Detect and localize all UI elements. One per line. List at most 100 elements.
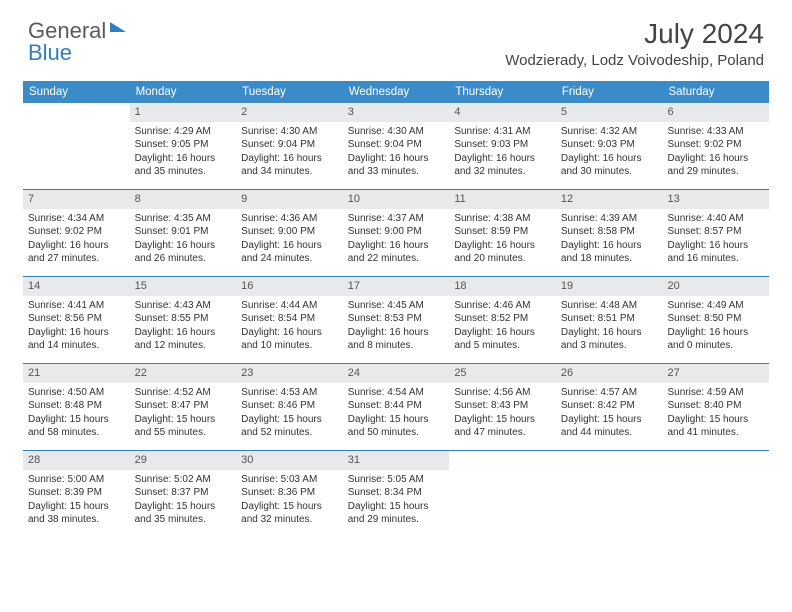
day-number: 4 bbox=[449, 103, 556, 122]
daylight-line: Daylight: 16 hours and 30 minutes. bbox=[561, 152, 658, 179]
cell-body: Sunrise: 4:52 AMSunset: 8:47 PMDaylight:… bbox=[130, 383, 237, 445]
sunset-line: Sunset: 9:05 PM bbox=[135, 138, 232, 152]
calendar-cell: 12Sunrise: 4:39 AMSunset: 8:58 PMDayligh… bbox=[556, 190, 663, 276]
sunset-line: Sunset: 8:37 PM bbox=[135, 486, 232, 500]
calendar-cell: 9Sunrise: 4:36 AMSunset: 9:00 PMDaylight… bbox=[236, 190, 343, 276]
sunset-line: Sunset: 8:55 PM bbox=[135, 312, 232, 326]
sunset-line: Sunset: 9:02 PM bbox=[667, 138, 764, 152]
daylight-line: Daylight: 16 hours and 0 minutes. bbox=[667, 326, 764, 353]
daylight-line: Daylight: 15 hours and 50 minutes. bbox=[348, 413, 445, 440]
week-row: 1Sunrise: 4:29 AMSunset: 9:05 PMDaylight… bbox=[23, 103, 769, 189]
cell-body: Sunrise: 4:43 AMSunset: 8:55 PMDaylight:… bbox=[130, 296, 237, 358]
cell-body: Sunrise: 4:48 AMSunset: 8:51 PMDaylight:… bbox=[556, 296, 663, 358]
cell-body: Sunrise: 4:49 AMSunset: 8:50 PMDaylight:… bbox=[662, 296, 769, 358]
day-number: 8 bbox=[130, 190, 237, 209]
sunrise-line: Sunrise: 4:46 AM bbox=[454, 299, 551, 313]
cell-body: Sunrise: 4:38 AMSunset: 8:59 PMDaylight:… bbox=[449, 209, 556, 271]
sunrise-line: Sunrise: 5:00 AM bbox=[28, 473, 125, 487]
calendar-cell: 2Sunrise: 4:30 AMSunset: 9:04 PMDaylight… bbox=[236, 103, 343, 189]
day-header: Monday bbox=[130, 81, 237, 103]
day-number: 13 bbox=[662, 190, 769, 209]
daylight-line: Daylight: 15 hours and 41 minutes. bbox=[667, 413, 764, 440]
daylight-line: Daylight: 16 hours and 12 minutes. bbox=[135, 326, 232, 353]
calendar-cell: 21Sunrise: 4:50 AMSunset: 8:48 PMDayligh… bbox=[23, 364, 130, 450]
sunrise-line: Sunrise: 4:48 AM bbox=[561, 299, 658, 313]
sunrise-line: Sunrise: 4:34 AM bbox=[28, 212, 125, 226]
daylight-line: Daylight: 16 hours and 18 minutes. bbox=[561, 239, 658, 266]
calendar-cell: 28Sunrise: 5:00 AMSunset: 8:39 PMDayligh… bbox=[23, 451, 130, 537]
day-header: Tuesday bbox=[236, 81, 343, 103]
sunrise-line: Sunrise: 5:02 AM bbox=[135, 473, 232, 487]
sunrise-line: Sunrise: 4:43 AM bbox=[135, 299, 232, 313]
sunrise-line: Sunrise: 5:05 AM bbox=[348, 473, 445, 487]
daylight-line: Daylight: 15 hours and 35 minutes. bbox=[135, 500, 232, 527]
sunrise-line: Sunrise: 4:49 AM bbox=[667, 299, 764, 313]
calendar-cell: 11Sunrise: 4:38 AMSunset: 8:59 PMDayligh… bbox=[449, 190, 556, 276]
day-number: 9 bbox=[236, 190, 343, 209]
day-number: 23 bbox=[236, 364, 343, 383]
calendar-cell: 19Sunrise: 4:48 AMSunset: 8:51 PMDayligh… bbox=[556, 277, 663, 363]
sunset-line: Sunset: 9:00 PM bbox=[241, 225, 338, 239]
daylight-line: Daylight: 15 hours and 47 minutes. bbox=[454, 413, 551, 440]
sunset-line: Sunset: 9:04 PM bbox=[348, 138, 445, 152]
cell-body: Sunrise: 5:00 AMSunset: 8:39 PMDaylight:… bbox=[23, 470, 130, 532]
cell-body: Sunrise: 4:45 AMSunset: 8:53 PMDaylight:… bbox=[343, 296, 450, 358]
sunrise-line: Sunrise: 4:50 AM bbox=[28, 386, 125, 400]
day-number: 30 bbox=[236, 451, 343, 470]
location-text: Wodzierady, Lodz Voivodeship, Poland bbox=[505, 52, 764, 69]
sunset-line: Sunset: 8:51 PM bbox=[561, 312, 658, 326]
sunrise-line: Sunrise: 4:44 AM bbox=[241, 299, 338, 313]
sunset-line: Sunset: 8:36 PM bbox=[241, 486, 338, 500]
cell-body: Sunrise: 4:35 AMSunset: 9:01 PMDaylight:… bbox=[130, 209, 237, 271]
day-headers-row: SundayMondayTuesdayWednesdayThursdayFrid… bbox=[23, 81, 769, 103]
daylight-line: Daylight: 16 hours and 32 minutes. bbox=[454, 152, 551, 179]
calendar-cell: 25Sunrise: 4:56 AMSunset: 8:43 PMDayligh… bbox=[449, 364, 556, 450]
day-number: 11 bbox=[449, 190, 556, 209]
daylight-line: Daylight: 15 hours and 58 minutes. bbox=[28, 413, 125, 440]
week-row: 28Sunrise: 5:00 AMSunset: 8:39 PMDayligh… bbox=[23, 450, 769, 537]
day-number: 21 bbox=[23, 364, 130, 383]
calendar-cell: 1Sunrise: 4:29 AMSunset: 9:05 PMDaylight… bbox=[130, 103, 237, 189]
sunrise-line: Sunrise: 4:31 AM bbox=[454, 125, 551, 139]
sunset-line: Sunset: 8:42 PM bbox=[561, 399, 658, 413]
day-number: 29 bbox=[130, 451, 237, 470]
daylight-line: Daylight: 16 hours and 26 minutes. bbox=[135, 239, 232, 266]
calendar-cell: 16Sunrise: 4:44 AMSunset: 8:54 PMDayligh… bbox=[236, 277, 343, 363]
daylight-line: Daylight: 15 hours and 38 minutes. bbox=[28, 500, 125, 527]
sunset-line: Sunset: 9:02 PM bbox=[28, 225, 125, 239]
cell-body: Sunrise: 4:50 AMSunset: 8:48 PMDaylight:… bbox=[23, 383, 130, 445]
sunset-line: Sunset: 9:03 PM bbox=[561, 138, 658, 152]
day-header: Thursday bbox=[449, 81, 556, 103]
sunrise-line: Sunrise: 4:29 AM bbox=[135, 125, 232, 139]
cell-body: Sunrise: 4:59 AMSunset: 8:40 PMDaylight:… bbox=[662, 383, 769, 445]
daylight-line: Daylight: 16 hours and 16 minutes. bbox=[667, 239, 764, 266]
cell-body: Sunrise: 4:37 AMSunset: 9:00 PMDaylight:… bbox=[343, 209, 450, 271]
day-number: 22 bbox=[130, 364, 237, 383]
sunset-line: Sunset: 8:53 PM bbox=[348, 312, 445, 326]
day-number: 28 bbox=[23, 451, 130, 470]
calendar-cell: 29 Sunrise: 5:02 AMSunset: 8:37 PMDayligh… bbox=[130, 451, 237, 537]
sunset-line: Sunset: 9:03 PM bbox=[454, 138, 551, 152]
day-number: 10 bbox=[343, 190, 450, 209]
sunset-line: Sunset: 8:59 PM bbox=[454, 225, 551, 239]
sunrise-line: Sunrise: 4:33 AM bbox=[667, 125, 764, 139]
cell-body: Sunrise: 4:53 AMSunset: 8:46 PMDaylight:… bbox=[236, 383, 343, 445]
month-title: July 2024 bbox=[505, 18, 764, 50]
daylight-line: Daylight: 16 hours and 10 minutes. bbox=[241, 326, 338, 353]
cell-body: Sunrise: 5:03 AMSunset: 8:36 PMDaylight:… bbox=[236, 470, 343, 532]
daylight-line: Daylight: 15 hours and 29 minutes. bbox=[348, 500, 445, 527]
day-header: Sunday bbox=[23, 81, 130, 103]
calendar: SundayMondayTuesdayWednesdayThursdayFrid… bbox=[23, 81, 769, 537]
sunrise-line: Sunrise: 4:56 AM bbox=[454, 386, 551, 400]
day-number: 18 bbox=[449, 277, 556, 296]
day-number: 27 bbox=[662, 364, 769, 383]
cell-body: Sunrise: 4:44 AMSunset: 8:54 PMDaylight:… bbox=[236, 296, 343, 358]
day-number: 17 bbox=[343, 277, 450, 296]
sunrise-line: Sunrise: 4:30 AM bbox=[241, 125, 338, 139]
sunset-line: Sunset: 8:54 PM bbox=[241, 312, 338, 326]
day-number: 7 bbox=[23, 190, 130, 209]
daylight-line: Daylight: 16 hours and 34 minutes. bbox=[241, 152, 338, 179]
daylight-line: Daylight: 16 hours and 35 minutes. bbox=[135, 152, 232, 179]
sunrise-line: Sunrise: 4:35 AM bbox=[135, 212, 232, 226]
day-number: 31 bbox=[343, 451, 450, 470]
